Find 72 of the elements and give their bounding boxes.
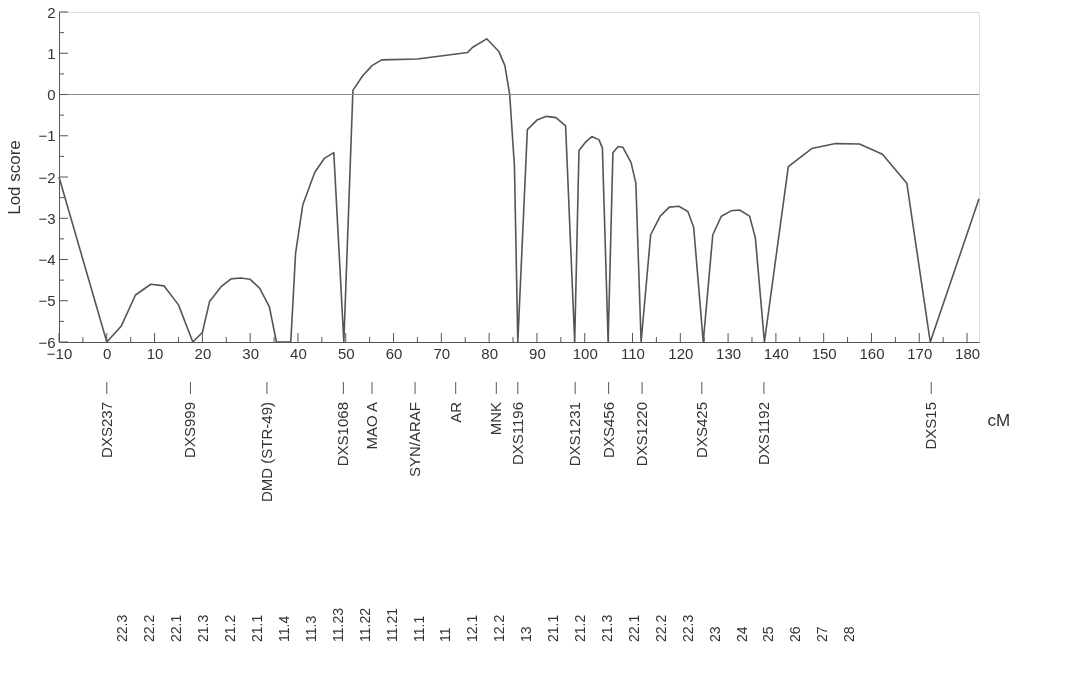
annotation: DXS1231 — [566, 402, 584, 467]
text: 11.21 — [383, 607, 400, 642]
x-tick-label: 80 — [481, 344, 498, 362]
x-tick-label: 100 — [572, 344, 598, 362]
text: 21.1 — [545, 614, 562, 642]
x-tick-label: 10 — [146, 344, 164, 362]
annotation: DXS1068 — [334, 402, 352, 467]
x-tick-label: 0 — [103, 344, 112, 362]
text: 11.3 — [302, 615, 319, 642]
annotation: SYN/ARAF — [406, 402, 424, 478]
x-tick-label: 110 — [621, 344, 645, 362]
text: 13 — [518, 626, 535, 642]
text: 24 — [733, 626, 750, 642]
x-tick-label: 180 — [955, 344, 981, 362]
text: 28 — [841, 626, 858, 642]
annotation: DXS237 — [97, 402, 115, 458]
text: 27 — [814, 626, 831, 642]
y-tick-label: −5 — [38, 292, 56, 310]
annotation: DXS999 — [181, 402, 199, 458]
annotation: DXS425 — [692, 402, 710, 458]
text: 12.1 — [464, 614, 481, 642]
text: 21.2 — [222, 614, 239, 642]
x-tick-label: 160 — [859, 344, 885, 362]
x-tick-label: 170 — [907, 344, 933, 362]
annotation: DXS15 — [922, 402, 940, 450]
text: 11.4 — [275, 615, 292, 642]
annotation: MAO A — [363, 402, 381, 450]
text: 22.3 — [679, 614, 696, 642]
y-tick-label: 0 — [47, 86, 56, 103]
x-tick-label: 120 — [668, 344, 694, 362]
y-tick-label: −4 — [38, 251, 56, 268]
annotation: DXS456 — [599, 402, 617, 458]
x-tick-label: 90 — [529, 344, 546, 362]
y-tick-label: −2 — [38, 168, 56, 186]
y-tick-label: −3 — [38, 209, 56, 227]
x-tick-label: 30 — [242, 344, 260, 362]
x-axis-title: cM — [987, 410, 1011, 430]
text: 21.2 — [572, 614, 589, 642]
text: 22.2 — [141, 614, 158, 642]
x-tick-label: 60 — [385, 344, 403, 362]
text: 23 — [706, 626, 723, 642]
annotation: DXS1196 — [508, 402, 526, 466]
text: DMD (STR-49) — [257, 402, 275, 502]
x-tick-label: 130 — [716, 344, 742, 362]
x-tick-label: 150 — [811, 344, 837, 362]
text: 25 — [760, 626, 777, 642]
text: 11.22 — [356, 607, 373, 642]
annotation: DXS1192 — [754, 402, 772, 466]
x-tick-label: 20 — [194, 344, 212, 362]
y-tick-label: 2 — [47, 3, 56, 21]
text: 21.3 — [195, 614, 212, 642]
text: 26 — [787, 626, 804, 642]
text: 12.2 — [491, 614, 508, 642]
text: 11.23 — [329, 607, 346, 642]
text: 22.1 — [168, 614, 185, 642]
text: 11 — [437, 627, 454, 642]
y-tick-label: −1 — [38, 127, 56, 145]
annotation: DXS1220 — [633, 402, 651, 467]
x-tick-label: 40 — [290, 344, 307, 362]
text: 21.3 — [598, 614, 615, 642]
text: AR — [446, 401, 464, 423]
x-tick-label: 50 — [337, 344, 355, 362]
text: 11.1 — [410, 615, 427, 642]
text: 22.2 — [652, 614, 669, 642]
y-tick-label: 1 — [47, 44, 56, 62]
annotation: MNK — [487, 402, 505, 436]
x-tick-label: 70 — [433, 344, 451, 362]
y-axis-title: Lod score — [5, 140, 25, 215]
text: 21.1 — [248, 614, 265, 642]
text: 22.1 — [625, 614, 642, 642]
x-tick-label: 140 — [763, 344, 789, 362]
text: 22.3 — [114, 614, 131, 642]
